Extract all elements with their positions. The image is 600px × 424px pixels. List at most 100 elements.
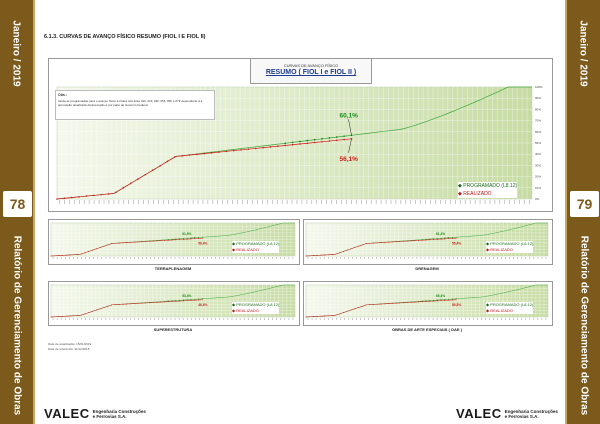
realizado-point: [56, 198, 58, 200]
programado-point: [433, 299, 434, 301]
realizado-point: [433, 239, 434, 241]
programado-value-label: 53,4%: [182, 294, 191, 298]
realizado-point: [129, 303, 131, 305]
programado-point: [198, 298, 199, 300]
realizado-point: [410, 301, 412, 303]
realizado-point: [418, 301, 419, 303]
realizado-point: [284, 144, 287, 147]
footer-note-reference: Data de referência: 31/12/2018: [48, 347, 90, 351]
logo-name: VALEC: [44, 406, 90, 421]
realizado-point: [182, 238, 184, 240]
realizado-point: [433, 300, 434, 302]
realizado-point: [444, 299, 446, 301]
realizado-point: [137, 178, 139, 180]
programado-value-label: 65,4%: [436, 294, 445, 298]
realizado-point: [92, 310, 94, 312]
realizado-callout-line: [348, 138, 352, 153]
realizado-point: [107, 193, 110, 195]
realizado-point: [455, 299, 457, 301]
programado-value-label: 61,9%: [182, 232, 191, 236]
realizado-point: [444, 238, 446, 240]
main-chart-title: RESUMO ( FIOL I e FIOL II ): [265, 69, 357, 76]
realizado-point: [313, 255, 314, 257]
realizado-point: [384, 303, 386, 305]
realizado-point: [440, 238, 442, 240]
realizado-point: [354, 247, 356, 248]
realizado-point: [410, 240, 412, 242]
realizado-point: [373, 242, 374, 244]
realizado-point: [167, 239, 169, 241]
realizado-point: [152, 302, 154, 303]
realizado-point: [80, 253, 82, 255]
realizado-point: [201, 299, 203, 301]
realizado-point: [421, 239, 423, 241]
realizado-point: [343, 138, 345, 141]
realizado-point: [95, 309, 97, 311]
right-sidebar-report: Relatório de Gerenciamento de Obras: [578, 235, 589, 415]
legend-realizado: ◆ REALIZADO: [486, 308, 513, 313]
y-tick-label: 50%: [535, 141, 541, 145]
programado-point: [175, 300, 177, 302]
realizado-point: [376, 303, 378, 305]
note-text: Ainda as programadas para o avanço físic…: [58, 99, 203, 107]
realizado-point: [190, 238, 192, 240]
programado-value-label: 61,4%: [436, 232, 445, 236]
logo-name: VALEC: [456, 406, 502, 421]
realizado-point: [306, 142, 309, 145]
realizado-point: [103, 245, 105, 247]
realizado-point: [126, 242, 128, 244]
realizado-point: [395, 241, 397, 243]
realizado-value-label: 56,4%: [198, 241, 207, 245]
realizado-point: [350, 309, 352, 311]
caption-terraplenagem: TERRAPLENAGEM: [154, 266, 192, 271]
realizado-point: [129, 241, 131, 243]
realizado-point: [358, 307, 359, 308]
realizado-point: [395, 302, 397, 304]
realizado-point: [179, 300, 181, 302]
realizado-point: [218, 151, 220, 153]
programado-point: [448, 237, 449, 239]
legend-programado: ◆ PROGRAMADO (L8.12): [458, 183, 518, 189]
realizado-point: [141, 302, 143, 304]
programado-point: [433, 238, 434, 240]
main-chart-subtitle: CURVAS DE AVANÇO FÍSICO: [283, 63, 339, 68]
left-sidebar: Janeiro / 2019 78 Relatório de Gerenciam…: [0, 0, 33, 424]
realizado-point: [179, 239, 181, 241]
realizado-point: [78, 196, 80, 198]
programado-point: [440, 237, 442, 239]
realizado-point: [107, 244, 109, 246]
programado-point: [421, 239, 423, 241]
realizado-point: [54, 255, 56, 257]
programado-point: [335, 136, 338, 138]
programado-point: [167, 300, 169, 302]
realizado-point: [152, 240, 154, 242]
programado-point: [444, 299, 446, 301]
realizado-point: [145, 241, 146, 242]
realizado-point: [339, 313, 341, 315]
realizado-point: [65, 254, 67, 256]
logo-subtitle: Engenharia Construções e Ferrovias S.A.: [92, 408, 146, 419]
programado-point: [201, 298, 203, 300]
realizado-point: [391, 302, 393, 304]
legend-programado: ◆ PROGRAMADO (L8.12): [232, 241, 280, 246]
programado-point: [429, 238, 431, 240]
legend-oae: ◆ PROGRAMADO (L8.12) ◆ REALIZADO: [486, 302, 534, 314]
realizado-value-label: 59,5%: [452, 303, 461, 307]
programado-point: [179, 299, 181, 301]
realizado-point: [440, 300, 442, 302]
realizado-point: [361, 305, 363, 307]
realizado-point: [418, 239, 419, 241]
programado-point: [182, 299, 184, 301]
realizado-point: [305, 316, 307, 318]
realizado-value-label: 46,4%: [198, 303, 207, 307]
realizado-point: [156, 301, 158, 303]
realizado-point: [388, 241, 389, 243]
left-sidebar-report: Relatório de Gerenciamento de Obras: [11, 235, 22, 415]
programado-point: [436, 299, 438, 301]
realizado-point: [69, 254, 71, 256]
programado-point: [171, 238, 173, 240]
realizado-point: [160, 301, 162, 303]
realizado-point: [118, 303, 120, 305]
realizado-point: [99, 308, 101, 310]
programado-point: [299, 140, 301, 143]
